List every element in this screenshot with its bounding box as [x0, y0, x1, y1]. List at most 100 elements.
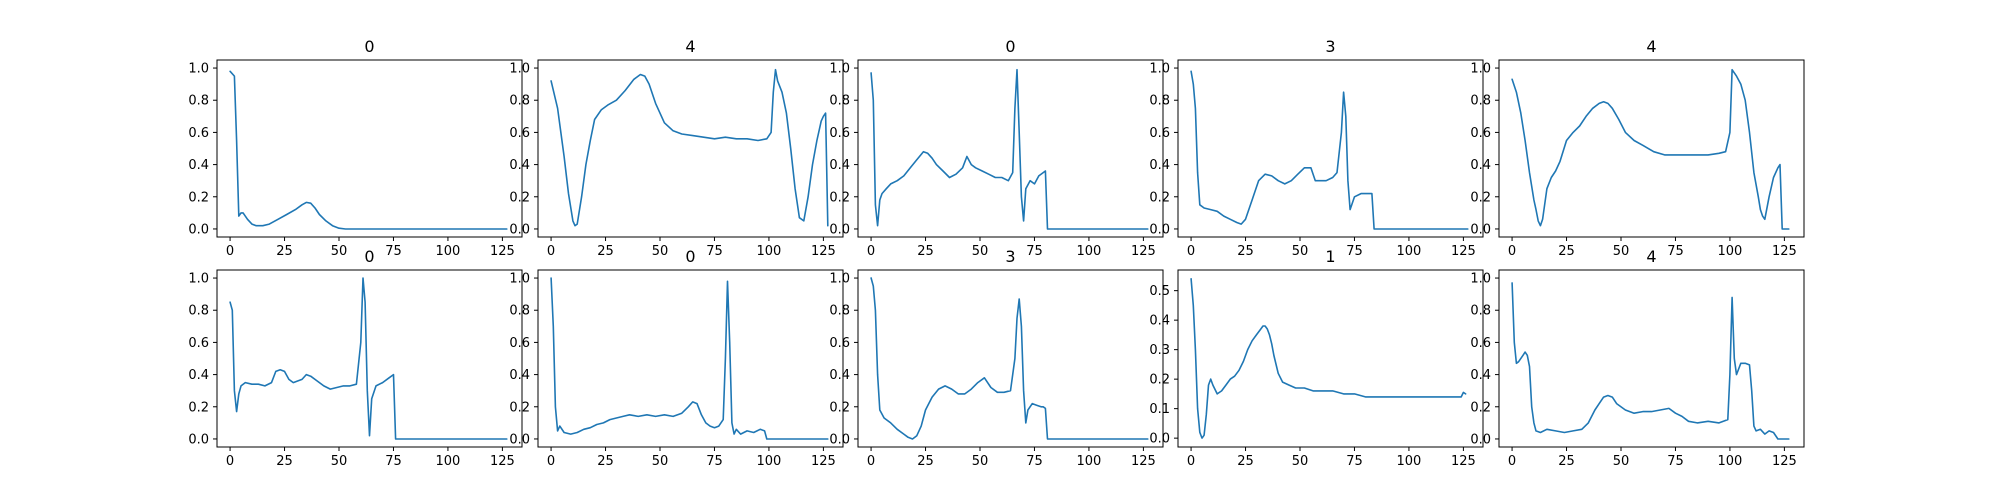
y-tick-label: 0.6	[188, 336, 209, 351]
y-tick-label: 0.4	[1149, 158, 1170, 173]
y-tick-label: 1.0	[509, 62, 530, 77]
y-tick-label: 0.2	[188, 400, 209, 415]
y-tick-label: 0.6	[509, 126, 530, 141]
y-tick-label: 0.0	[188, 432, 209, 447]
y-tick-label: 0.6	[1470, 336, 1491, 351]
x-tick-label: 25	[1558, 244, 1575, 259]
series-line	[1190, 277, 1467, 439]
subplot-title: 1	[1325, 247, 1335, 266]
series-line	[550, 68, 829, 227]
y-tick-label: 0.4	[509, 368, 530, 383]
axes-frame	[857, 269, 1164, 448]
x-tick-label: 0	[547, 244, 555, 259]
x-tick-label: 50	[331, 454, 348, 469]
subplot-title: 0	[1005, 37, 1015, 56]
y-tick-label: 0.2	[188, 190, 209, 205]
y-tick-label: 0.8	[509, 94, 530, 109]
y-tick-label: 0.4	[829, 368, 850, 383]
y-tick-label: 0.8	[1470, 94, 1491, 109]
x-tick-label: 100	[436, 244, 461, 259]
subplot-title: 3	[1005, 247, 1015, 266]
y-tick-label: 0.5	[1149, 284, 1170, 299]
x-tick-label: 75	[706, 244, 723, 259]
y-tick-label: 0.4	[188, 368, 209, 383]
x-tick-label: 0	[867, 454, 875, 469]
y-tick-label: 0.1	[1149, 402, 1170, 417]
series-line	[870, 68, 1149, 230]
x-tick-label: 75	[385, 244, 402, 259]
subplot-5: 4 0 25 50 75 100 125 0.0 0.2 0.4 0.6 0.8 1.0	[1470, 37, 1805, 259]
x-tick-label: 50	[1613, 244, 1630, 259]
y-tick-label: 0.2	[1149, 373, 1170, 388]
x-tick-label: 100	[1077, 244, 1102, 259]
x-tick-label: 25	[597, 244, 614, 259]
x-tick-label: 25	[917, 244, 934, 259]
y-tick-label: 0.2	[1470, 190, 1491, 205]
y-tick-label: 0.0	[509, 222, 530, 237]
x-tick-label: 75	[706, 454, 723, 469]
x-tick-label: 50	[1613, 454, 1630, 469]
x-tick-label: 125	[1451, 244, 1476, 259]
x-tick-label: 25	[597, 454, 614, 469]
x-tick-label: 100	[757, 454, 782, 469]
series-line	[229, 70, 508, 230]
x-tick-label: 125	[1772, 244, 1797, 259]
y-tick-label: 0.0	[188, 222, 209, 237]
axes-frame	[1177, 59, 1484, 238]
y-tick-label: 1.0	[188, 272, 209, 287]
x-tick-label: 75	[385, 454, 402, 469]
x-tick-label: 25	[276, 244, 293, 259]
subplot-9: 1 0 25 50 75 100 125 0.0 0.1 0.2 0.3 0.4 0.5	[1149, 247, 1484, 469]
subplot-2: 4 0 25 50 75 100 125 0.0 0.2 0.4 0.6 0.8 1.0	[509, 37, 844, 259]
x-tick-label: 0	[226, 244, 234, 259]
y-tick-label: 1.0	[829, 62, 850, 77]
x-tick-label: 0	[1508, 454, 1516, 469]
y-tick-label: 0.0	[1149, 432, 1170, 447]
x-tick-label: 50	[652, 244, 669, 259]
x-tick-label: 50	[972, 454, 989, 469]
x-tick-label: 25	[1237, 454, 1254, 469]
y-tick-label: 0.0	[509, 432, 530, 447]
series-line	[1511, 282, 1790, 440]
y-tick-label: 0.6	[829, 126, 850, 141]
axes-frame	[537, 269, 844, 448]
y-tick-label: 0.0	[1470, 432, 1491, 447]
x-tick-label: 75	[1026, 454, 1043, 469]
x-tick-label: 0	[547, 454, 555, 469]
subplot-6: 0 0 25 50 75 100 125 0.0 0.2 0.4 0.6 0.8 1.0	[188, 247, 523, 469]
y-tick-label: 0.4	[829, 158, 850, 173]
subplot-3: 0 0 25 50 75 100 125 0.0 0.2 0.4 0.6 0.8 1.0	[829, 37, 1164, 259]
subplot-title: 3	[1325, 37, 1335, 56]
y-tick-label: 0.4	[509, 158, 530, 173]
y-tick-label: 0.8	[829, 94, 850, 109]
y-tick-label: 1.0	[509, 272, 530, 287]
x-tick-label: 25	[1558, 454, 1575, 469]
x-tick-label: 50	[972, 244, 989, 259]
y-tick-label: 0.2	[509, 400, 530, 415]
axes-frame	[1177, 269, 1484, 448]
x-tick-label: 25	[276, 454, 293, 469]
subplot-title: 4	[1646, 37, 1656, 56]
y-tick-label: 0.4	[1470, 158, 1491, 173]
x-tick-label: 100	[1718, 454, 1743, 469]
series-line	[870, 277, 1149, 440]
x-tick-label: 0	[867, 244, 875, 259]
y-tick-label: 0.4	[1149, 314, 1170, 329]
x-tick-label: 0	[226, 454, 234, 469]
axes-frame	[216, 269, 523, 448]
series-line	[1511, 68, 1790, 230]
x-tick-label: 50	[652, 454, 669, 469]
y-tick-label: 0.6	[509, 336, 530, 351]
y-tick-label: 0.2	[1470, 400, 1491, 415]
y-tick-label: 1.0	[188, 62, 209, 77]
x-tick-label: 25	[1237, 244, 1254, 259]
x-tick-label: 50	[331, 244, 348, 259]
y-tick-label: 0.8	[188, 304, 209, 319]
axes-frame	[857, 59, 1164, 238]
x-tick-label: 125	[811, 244, 836, 259]
y-tick-label: 0.4	[188, 158, 209, 173]
x-tick-label: 50	[1292, 454, 1309, 469]
axes-frame	[216, 59, 523, 238]
subplot-7: 0 0 25 50 75 100 125 0.0 0.2 0.4 0.6 0.8 1.0	[509, 247, 844, 469]
